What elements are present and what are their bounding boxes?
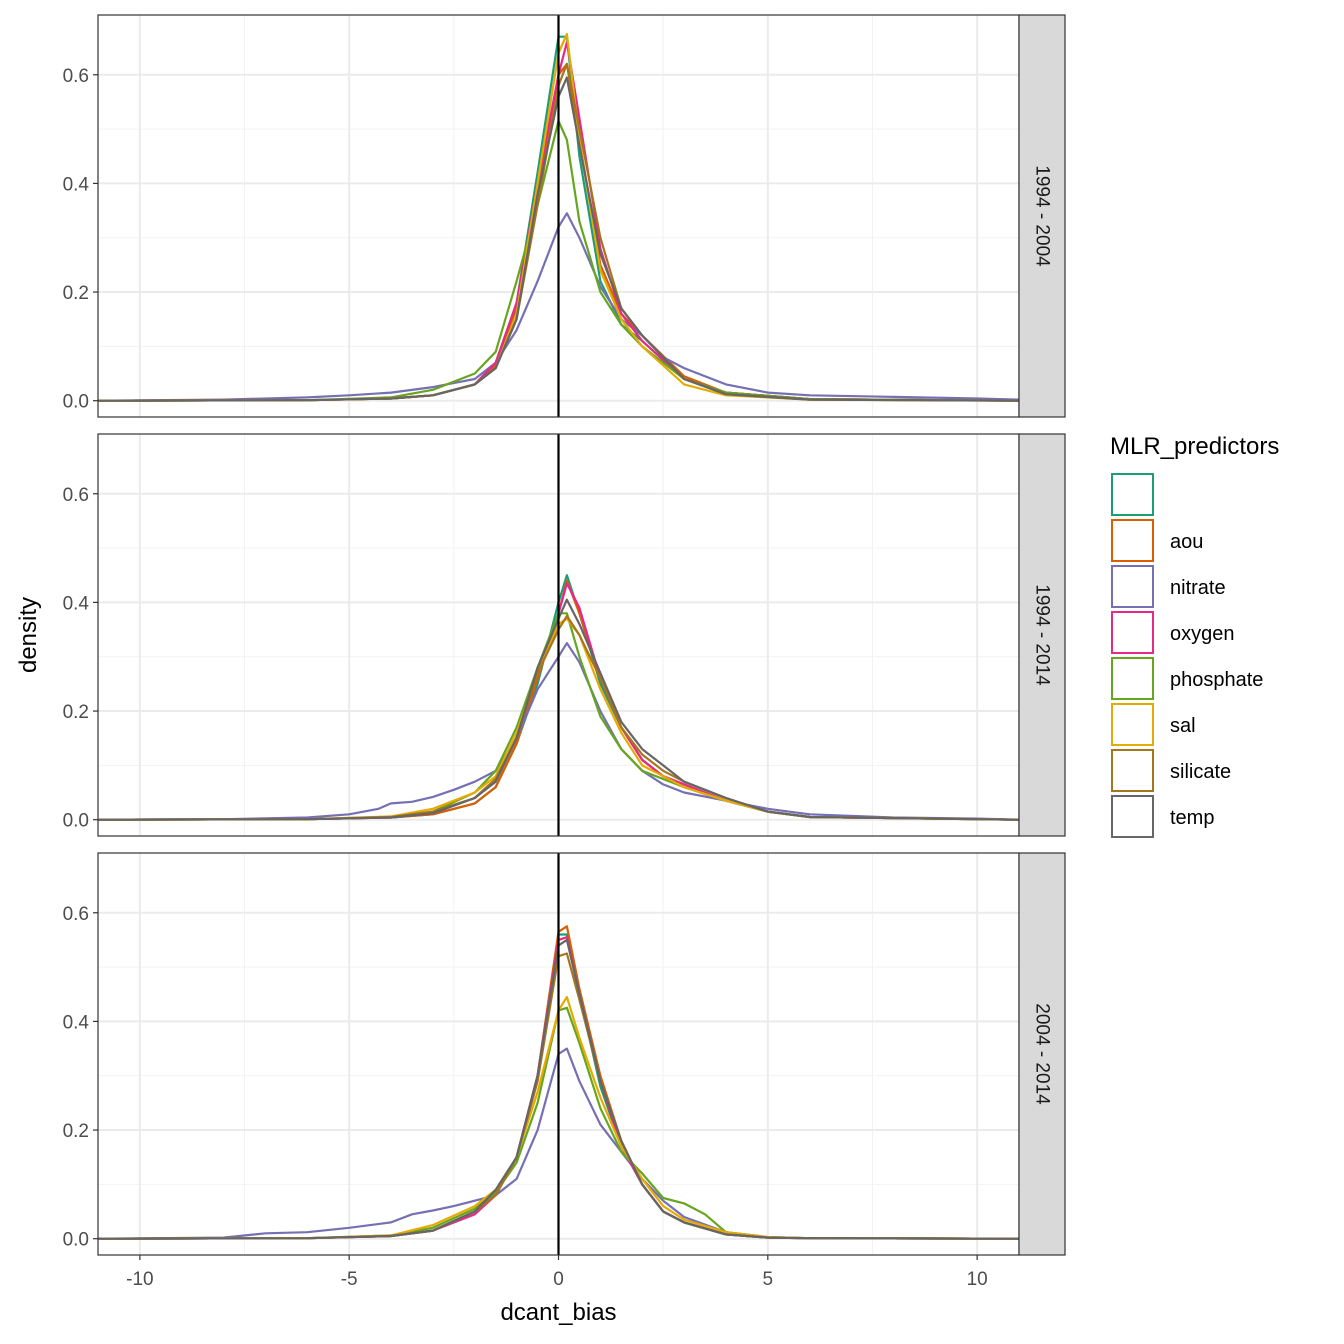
- x-tick-label: -5: [341, 1269, 358, 1290]
- y-tick-label: 0.0: [63, 1230, 89, 1251]
- density-line-3: [97, 212, 1020, 402]
- x-axis-title: dcant_bias: [500, 1299, 616, 1326]
- facet-panel-2: 0.0 0.2 0.4 0.6 1994 - 2014: [63, 433, 1066, 837]
- facet-panel-1: 0.0 0.2 0.4 0.6 1994 - 2004: [63, 14, 1066, 418]
- y-tick-label: 0.0: [63, 811, 89, 832]
- density-line-5: [97, 1006, 1020, 1240]
- legend-key: [1111, 611, 1154, 654]
- facet-panel-3: 0.0 0.2 0.4 0.6 2004 - 2014: [63, 852, 1066, 1256]
- legend-title: MLR_predictors: [1110, 433, 1279, 460]
- x-tick-label: 10: [967, 1269, 988, 1290]
- facet-strip: [1018, 14, 1066, 418]
- legend-key: [1111, 473, 1154, 516]
- y-tick-label: 0.0: [63, 392, 89, 413]
- density-line-8: [97, 76, 1020, 402]
- legend-label: sal: [1170, 715, 1196, 737]
- y-tick-label: 0.4: [63, 593, 90, 614]
- y-tick-label: 0.2: [63, 1121, 89, 1142]
- y-tick-label: 0.2: [63, 702, 89, 723]
- density-line-6: [97, 995, 1020, 1240]
- y-tick-label: 0.6: [63, 485, 89, 506]
- density-line-3: [97, 1047, 1020, 1240]
- facet-strip-label: 1994 - 2014: [1032, 584, 1053, 686]
- legend-key: [1111, 795, 1154, 838]
- x-tick-label: -10: [126, 1269, 153, 1290]
- legend-key: [1111, 703, 1154, 746]
- legend-label: nitrate: [1170, 577, 1226, 599]
- legend-key: [1111, 519, 1154, 562]
- x-tick-label: 0: [553, 1269, 564, 1290]
- x-tick-label: 5: [763, 1269, 774, 1290]
- legend-label: phosphate: [1170, 669, 1263, 691]
- legend-label: aou: [1170, 531, 1203, 553]
- facet-strip-label: 1994 - 2004: [1032, 165, 1053, 267]
- facet-strip-label: 2004 - 2014: [1032, 1003, 1053, 1105]
- y-tick-label: 0.4: [63, 174, 90, 195]
- y-tick-label: 0.6: [63, 66, 89, 87]
- legend-label: temp: [1170, 807, 1214, 829]
- density-line-8: [97, 938, 1020, 1240]
- y-axis-title: density: [15, 597, 42, 673]
- legend-key: [1111, 749, 1154, 792]
- density-line-8: [97, 598, 1020, 821]
- y-tick-label: 0.4: [63, 1012, 90, 1033]
- facet-strip: [1018, 852, 1066, 1256]
- y-tick-label: 0.6: [63, 904, 89, 925]
- facet-strip: [1018, 433, 1066, 837]
- legend-key: [1111, 657, 1154, 700]
- legend-label: silicate: [1170, 761, 1231, 783]
- legend-label: oxygen: [1170, 623, 1235, 645]
- y-tick-label: 0.2: [63, 283, 89, 304]
- legend-key: [1111, 565, 1154, 608]
